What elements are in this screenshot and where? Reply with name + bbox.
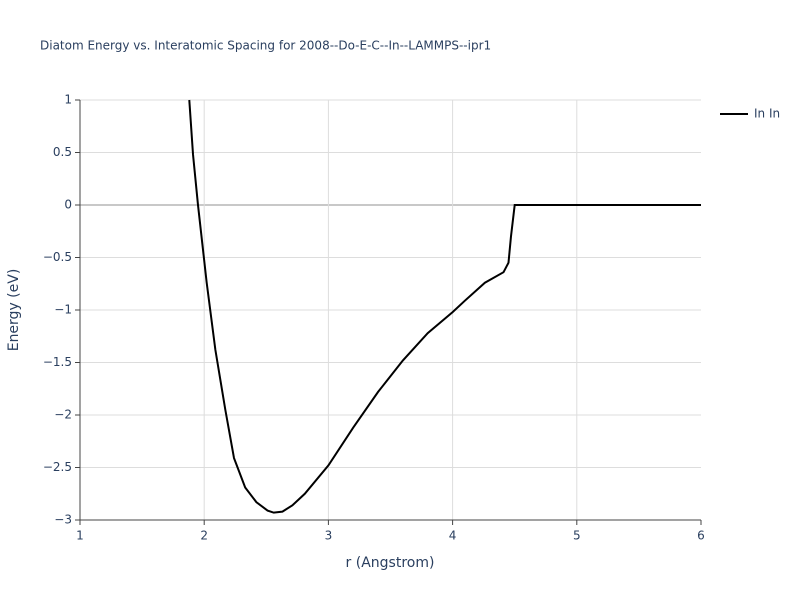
x-tick-label: 2 bbox=[200, 529, 208, 543]
y-tick-label: −2 bbox=[54, 408, 72, 422]
x-tick-label: 1 bbox=[76, 529, 84, 543]
y-tick-label: 0.5 bbox=[53, 145, 72, 159]
line-series bbox=[188, 99, 701, 514]
y-tick-label: −3 bbox=[54, 513, 72, 527]
x-tick-label: 5 bbox=[573, 529, 581, 543]
legend-label: In In bbox=[754, 107, 780, 121]
y-tick-label: −0.5 bbox=[43, 250, 72, 264]
y-tick-label: −1.5 bbox=[43, 355, 72, 369]
y-tick-label: 1 bbox=[64, 93, 72, 107]
x-tick-label: 3 bbox=[325, 529, 333, 543]
chart-title: Diatom Energy vs. Interatomic Spacing fo… bbox=[40, 39, 491, 53]
y-tick-label: −1 bbox=[54, 303, 72, 317]
x-axis-title: r (Angstrom) bbox=[346, 555, 435, 571]
x-tick-label: 6 bbox=[697, 529, 705, 543]
y-tick-label: 0 bbox=[64, 198, 72, 212]
x-tick-label: 4 bbox=[449, 529, 457, 543]
y-tick-label: −2.5 bbox=[43, 460, 72, 474]
y-axis-title: Energy (eV) bbox=[6, 269, 22, 352]
